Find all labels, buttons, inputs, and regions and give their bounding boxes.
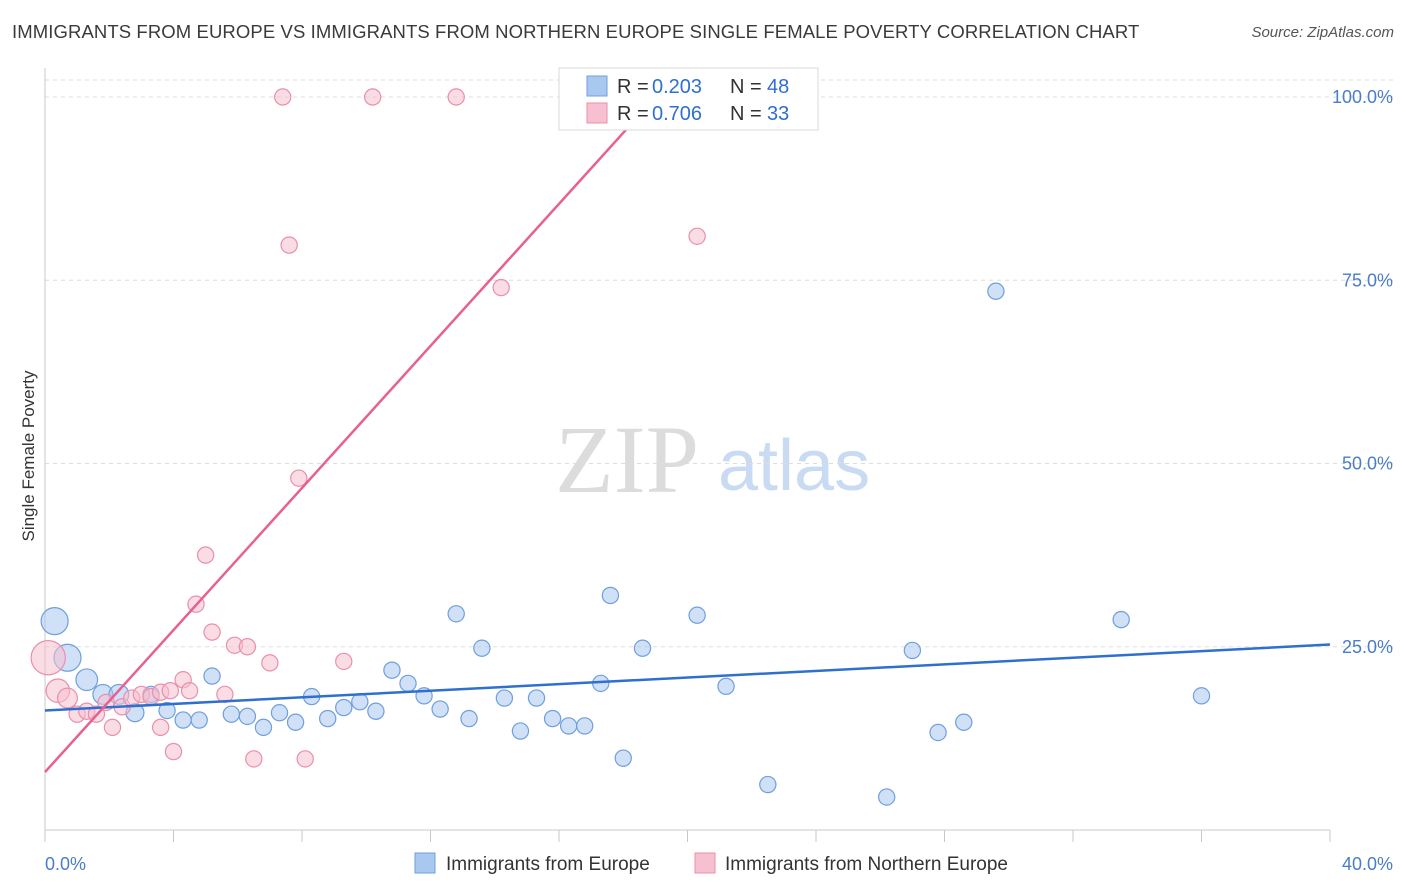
data-point-europe [1192, 687, 1211, 705]
legend-n-value-northern-europe: 33 [767, 103, 789, 125]
legend-r-label-europe: R = [617, 76, 649, 98]
y-tick-label: 100.0% [1332, 87, 1393, 107]
legend-swatch-europe [586, 75, 608, 97]
grid [45, 79, 1393, 648]
data-point-europe [688, 606, 706, 624]
data-point-northern-europe [335, 652, 353, 671]
y-tick-label: 75.0% [1342, 270, 1393, 290]
data-point-northern-europe [261, 654, 279, 672]
data-point-northern-europe [161, 682, 179, 700]
y-axis-label: Single Female Poverty [19, 370, 38, 542]
chart-source: Source: ZipAtlas.com [1251, 24, 1394, 41]
watermark: ZIP atlas [555, 406, 870, 513]
data-point-europe [759, 775, 777, 794]
data-point-europe [286, 713, 305, 731]
series-legend: Immigrants from Europe Immigrants from N… [414, 852, 1008, 875]
data-point-europe [1112, 610, 1130, 629]
data-point-europe [601, 586, 620, 605]
data-point-europe [367, 702, 385, 720]
legend-n-label-northern-europe: N = [730, 103, 762, 125]
data-point-northern-europe [363, 88, 382, 106]
data-point-europe [203, 667, 221, 685]
data-point-europe [633, 639, 652, 657]
data-point-europe [576, 717, 594, 735]
data-point-northern-europe [447, 88, 465, 106]
legend-r-value-northern-europe: 0.706 [652, 103, 702, 125]
chart-title: IMMIGRANTS FROM EUROPE VS IMMIGRANTS FRO… [12, 21, 1140, 42]
data-point-europe [158, 701, 176, 720]
data-point-europe [335, 698, 353, 717]
x-tick-label-max: 40.0% [1342, 854, 1393, 874]
data-point-europe [254, 718, 273, 737]
bottom-legend-label-europe: Immigrants from Europe [446, 854, 650, 875]
data-point-northern-europe [238, 638, 257, 656]
data-point-northern-europe [688, 227, 706, 245]
data-point-northern-europe [196, 546, 215, 564]
series-europe-points [40, 282, 1211, 806]
bottom-legend-swatch-northern-europe [694, 852, 716, 874]
data-point-northern-europe [274, 88, 292, 106]
data-point-europe [511, 722, 530, 740]
data-point-europe [399, 674, 417, 693]
data-point-northern-europe [103, 718, 122, 737]
data-point-europe [559, 717, 578, 735]
data-point-europe [447, 605, 465, 623]
legend-swatch-northern-europe [586, 102, 608, 124]
data-point-europe [40, 606, 69, 636]
y-tick-labels: 25.0% 50.0% 75.0% 100.0% [1332, 87, 1393, 657]
data-point-europe [903, 641, 922, 660]
data-point-northern-europe [280, 236, 298, 254]
data-point-europe [319, 709, 337, 728]
data-point-northern-europe [290, 469, 308, 487]
data-point-europe [614, 749, 632, 767]
x-tick-label-min: 0.0% [45, 854, 86, 874]
data-point-northern-europe [296, 750, 314, 768]
data-point-europe [495, 689, 514, 707]
y-tick-label: 25.0% [1342, 637, 1393, 657]
legend-n-label-europe: N = [730, 76, 762, 98]
x-ticks [44, 830, 1331, 842]
watermark-atlas: atlas [718, 426, 870, 506]
legend-n-value-europe: 48 [767, 76, 789, 98]
watermark-zip: ZIP [555, 406, 699, 513]
data-point-europe [190, 711, 208, 729]
data-point-europe [543, 709, 562, 728]
data-point-europe [955, 713, 973, 731]
y-tick-label: 50.0% [1342, 454, 1393, 474]
data-point-europe [527, 689, 546, 707]
data-point-europe [987, 282, 1005, 300]
data-point-europe [717, 677, 735, 696]
data-point-europe [270, 704, 289, 722]
trend-line-europe [44, 643, 1331, 712]
data-point-northern-europe [151, 718, 170, 737]
data-point-europe [877, 788, 896, 806]
bottom-legend-label-northern-europe: Immigrants from Northern Europe [725, 854, 1008, 875]
legend-r-value-europe: 0.203 [652, 76, 702, 98]
data-point-europe [75, 668, 99, 692]
data-point-northern-europe [30, 640, 66, 676]
trend-line-northern-europe [44, 107, 647, 773]
data-point-europe [929, 723, 947, 742]
data-point-europe [238, 707, 257, 726]
data-point-europe [473, 639, 491, 657]
data-point-northern-europe [492, 278, 510, 297]
data-point-europe [383, 661, 401, 679]
data-point-europe [351, 693, 369, 711]
data-point-europe [460, 709, 478, 728]
data-point-europe [174, 711, 192, 729]
bottom-legend-swatch-europe [414, 852, 436, 874]
data-point-europe [431, 700, 449, 718]
data-point-europe [222, 705, 241, 723]
legend-r-label-northern-europe: R = [617, 103, 649, 125]
data-point-northern-europe [180, 682, 199, 700]
data-point-northern-europe [56, 687, 78, 709]
data-point-northern-europe [164, 742, 183, 761]
data-point-northern-europe [203, 623, 221, 641]
data-point-northern-europe [245, 750, 263, 768]
stats-legend: R = 0.203 N = 48 R = 0.706 N = 33 [558, 67, 819, 131]
